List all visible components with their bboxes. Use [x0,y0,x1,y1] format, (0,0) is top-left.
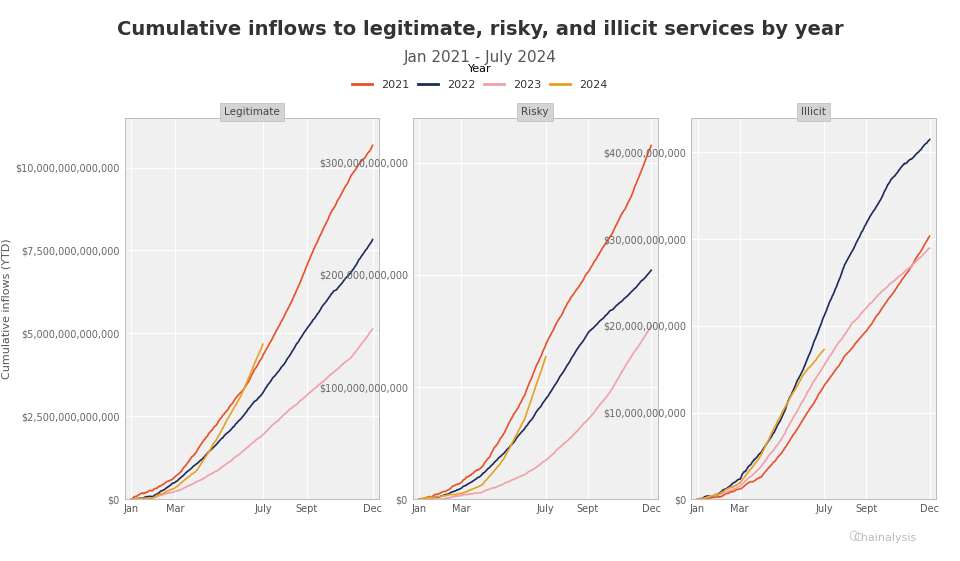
Text: Chainalysis: Chainalysis [853,533,917,543]
Title: Illicit: Illicit [802,107,826,117]
Text: ⬡: ⬡ [849,530,859,543]
Y-axis label: Cumulative inflows (YTD): Cumulative inflows (YTD) [1,238,12,379]
Text: Cumulative inflows to legitimate, risky, and illicit services by year: Cumulative inflows to legitimate, risky,… [117,20,843,39]
Title: Legitimate: Legitimate [224,107,280,117]
Legend: 2021, 2022, 2023, 2024: 2021, 2022, 2023, 2024 [348,60,612,94]
Title: Risky: Risky [521,107,549,117]
Text: Jan 2021 - July 2024: Jan 2021 - July 2024 [403,50,557,66]
